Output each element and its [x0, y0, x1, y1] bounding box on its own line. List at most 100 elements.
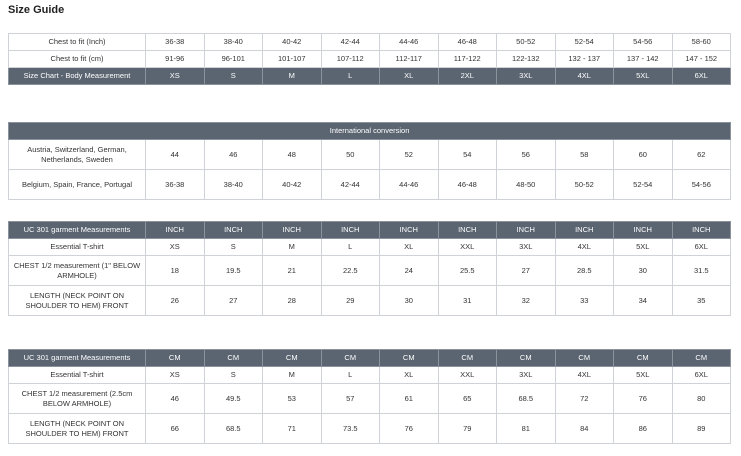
- cell: XS: [145, 366, 205, 384]
- cell: 52-54: [613, 169, 673, 200]
- cell: XL: [379, 67, 439, 85]
- cell: L: [320, 366, 380, 384]
- cell: 66: [145, 413, 205, 444]
- cell: CM: [437, 349, 497, 367]
- cell: CM: [145, 349, 205, 367]
- cell: 52-54: [554, 33, 614, 51]
- cell: 33: [554, 285, 614, 316]
- cell: 76: [379, 413, 439, 444]
- cell: 18: [145, 255, 205, 286]
- cell: 54: [437, 139, 497, 170]
- cell: 30: [613, 255, 673, 286]
- cell: 107-112: [320, 50, 380, 68]
- cell: 48-50: [496, 169, 556, 200]
- cell: 137 - 142: [613, 50, 673, 68]
- cell: CM: [613, 349, 673, 367]
- cell: 89: [671, 413, 731, 444]
- cell: INCH: [613, 221, 673, 239]
- cell: 46: [145, 383, 205, 414]
- cell: 112-117: [379, 50, 439, 68]
- cell: 36-38: [145, 33, 205, 51]
- cell: 61: [379, 383, 439, 414]
- row-label: CHEST 1/2 measurement (1" BELOW ARMHOLE): [8, 255, 146, 286]
- row-label: CHEST 1/2 measurement (2.5cm BELOW ARMHO…: [8, 383, 146, 414]
- cell: INCH: [262, 221, 322, 239]
- cell: XS: [145, 238, 205, 256]
- row-label: LENGTH (NECK POINT ON SHOULDER TO HEM) F…: [8, 285, 146, 316]
- cell: 38-40: [203, 169, 263, 200]
- cell: 4XL: [554, 366, 614, 384]
- cell: 73.5: [320, 413, 380, 444]
- cell: L: [320, 238, 380, 256]
- table-row: CHEST 1/2 measurement (1" BELOW ARMHOLE)…: [8, 255, 731, 286]
- cell: 62: [671, 139, 732, 170]
- cell: 46-48: [437, 33, 497, 51]
- size-table: International conversion Austria, Switzer…: [7, 122, 732, 200]
- cell: M: [262, 67, 322, 85]
- cell: INCH: [671, 221, 731, 239]
- cell: INCH: [379, 221, 439, 239]
- cell: 50: [320, 139, 380, 170]
- size-table: UC 301 garment Measurements INCH INCH INCH I…: [8, 221, 731, 316]
- cell: CM: [203, 349, 263, 367]
- cell: 96-101: [203, 50, 263, 68]
- cell: 79: [437, 413, 497, 444]
- table-row: Essential T-shirt XS S M L XL XXL 3XL 4XL 5XL 6XL: [8, 366, 731, 384]
- cell: 38-40: [203, 33, 263, 51]
- cell: CM: [496, 349, 556, 367]
- cell: 50-52: [496, 33, 556, 51]
- row-label: Chest to fit (Inch): [8, 33, 146, 51]
- cell: 32: [496, 285, 556, 316]
- cell: XXL: [437, 366, 497, 384]
- cell: 81: [496, 413, 556, 444]
- header-row: Size Chart - Body Measurement XS S M L XL 2XL 3…: [8, 67, 731, 85]
- cell: 27: [203, 285, 263, 316]
- size-table: UC 301 garment Measurements CM CM CM CM CM CM C…: [8, 349, 731, 444]
- cell: CM: [379, 349, 439, 367]
- cell: 101-107: [262, 50, 322, 68]
- cell: 91-96: [145, 50, 205, 68]
- cell: 40-42: [262, 169, 322, 200]
- cell: 28.5: [554, 255, 614, 286]
- row-label: Chest to fit (cm): [8, 50, 146, 68]
- cell: 56: [496, 139, 556, 170]
- cell: 52: [379, 139, 439, 170]
- cell: 29: [320, 285, 380, 316]
- cell: S: [203, 67, 263, 85]
- cell: INCH: [437, 221, 497, 239]
- header-row: UC 301 garment Measurements INCH INCH INCH I…: [8, 221, 731, 239]
- cell: 6XL: [671, 67, 731, 85]
- cell: XXL: [437, 238, 497, 256]
- cell: INCH: [203, 221, 263, 239]
- section-title: International conversion: [7, 122, 732, 140]
- cell: 35: [671, 285, 731, 316]
- row-label: Belgium, Spain, France, Portugal: [8, 169, 146, 200]
- cell: 86: [613, 413, 673, 444]
- table-row: LENGTH (NECK POINT ON SHOULDER TO HEM) F…: [8, 413, 731, 444]
- cell: INCH: [145, 221, 205, 239]
- cell: INCH: [320, 221, 380, 239]
- row-label: UC 301 garment Measurements: [8, 349, 146, 367]
- cell: 5XL: [613, 67, 673, 85]
- cell: L: [320, 67, 380, 85]
- cell: 68.5: [203, 413, 263, 444]
- cell: 44-46: [379, 169, 439, 200]
- row-label: Essential T-shirt: [8, 366, 146, 384]
- cell: 19.5: [203, 255, 263, 286]
- size-table: Chest to fit (Inch) 36-38 38-40 40-42 42-44 4…: [8, 33, 731, 85]
- cell: 54-56: [613, 33, 673, 51]
- cell: 30: [379, 285, 439, 316]
- cell: 132 - 137: [554, 50, 614, 68]
- cell: 6XL: [671, 238, 731, 256]
- cell: 40-42: [262, 33, 322, 51]
- header-row: International conversion: [7, 122, 732, 140]
- cell: 49.5: [203, 383, 263, 414]
- cell: 65: [437, 383, 497, 414]
- cell: 25.5: [437, 255, 497, 286]
- table-row: Belgium, Spain, France, Portugal 36-38 38-…: [8, 169, 732, 200]
- table-row: Austria, Switzerland, German, Netherland…: [8, 139, 732, 170]
- cell: 3XL: [496, 238, 556, 256]
- cell: 71: [262, 413, 322, 444]
- cell: 58-60: [671, 33, 731, 51]
